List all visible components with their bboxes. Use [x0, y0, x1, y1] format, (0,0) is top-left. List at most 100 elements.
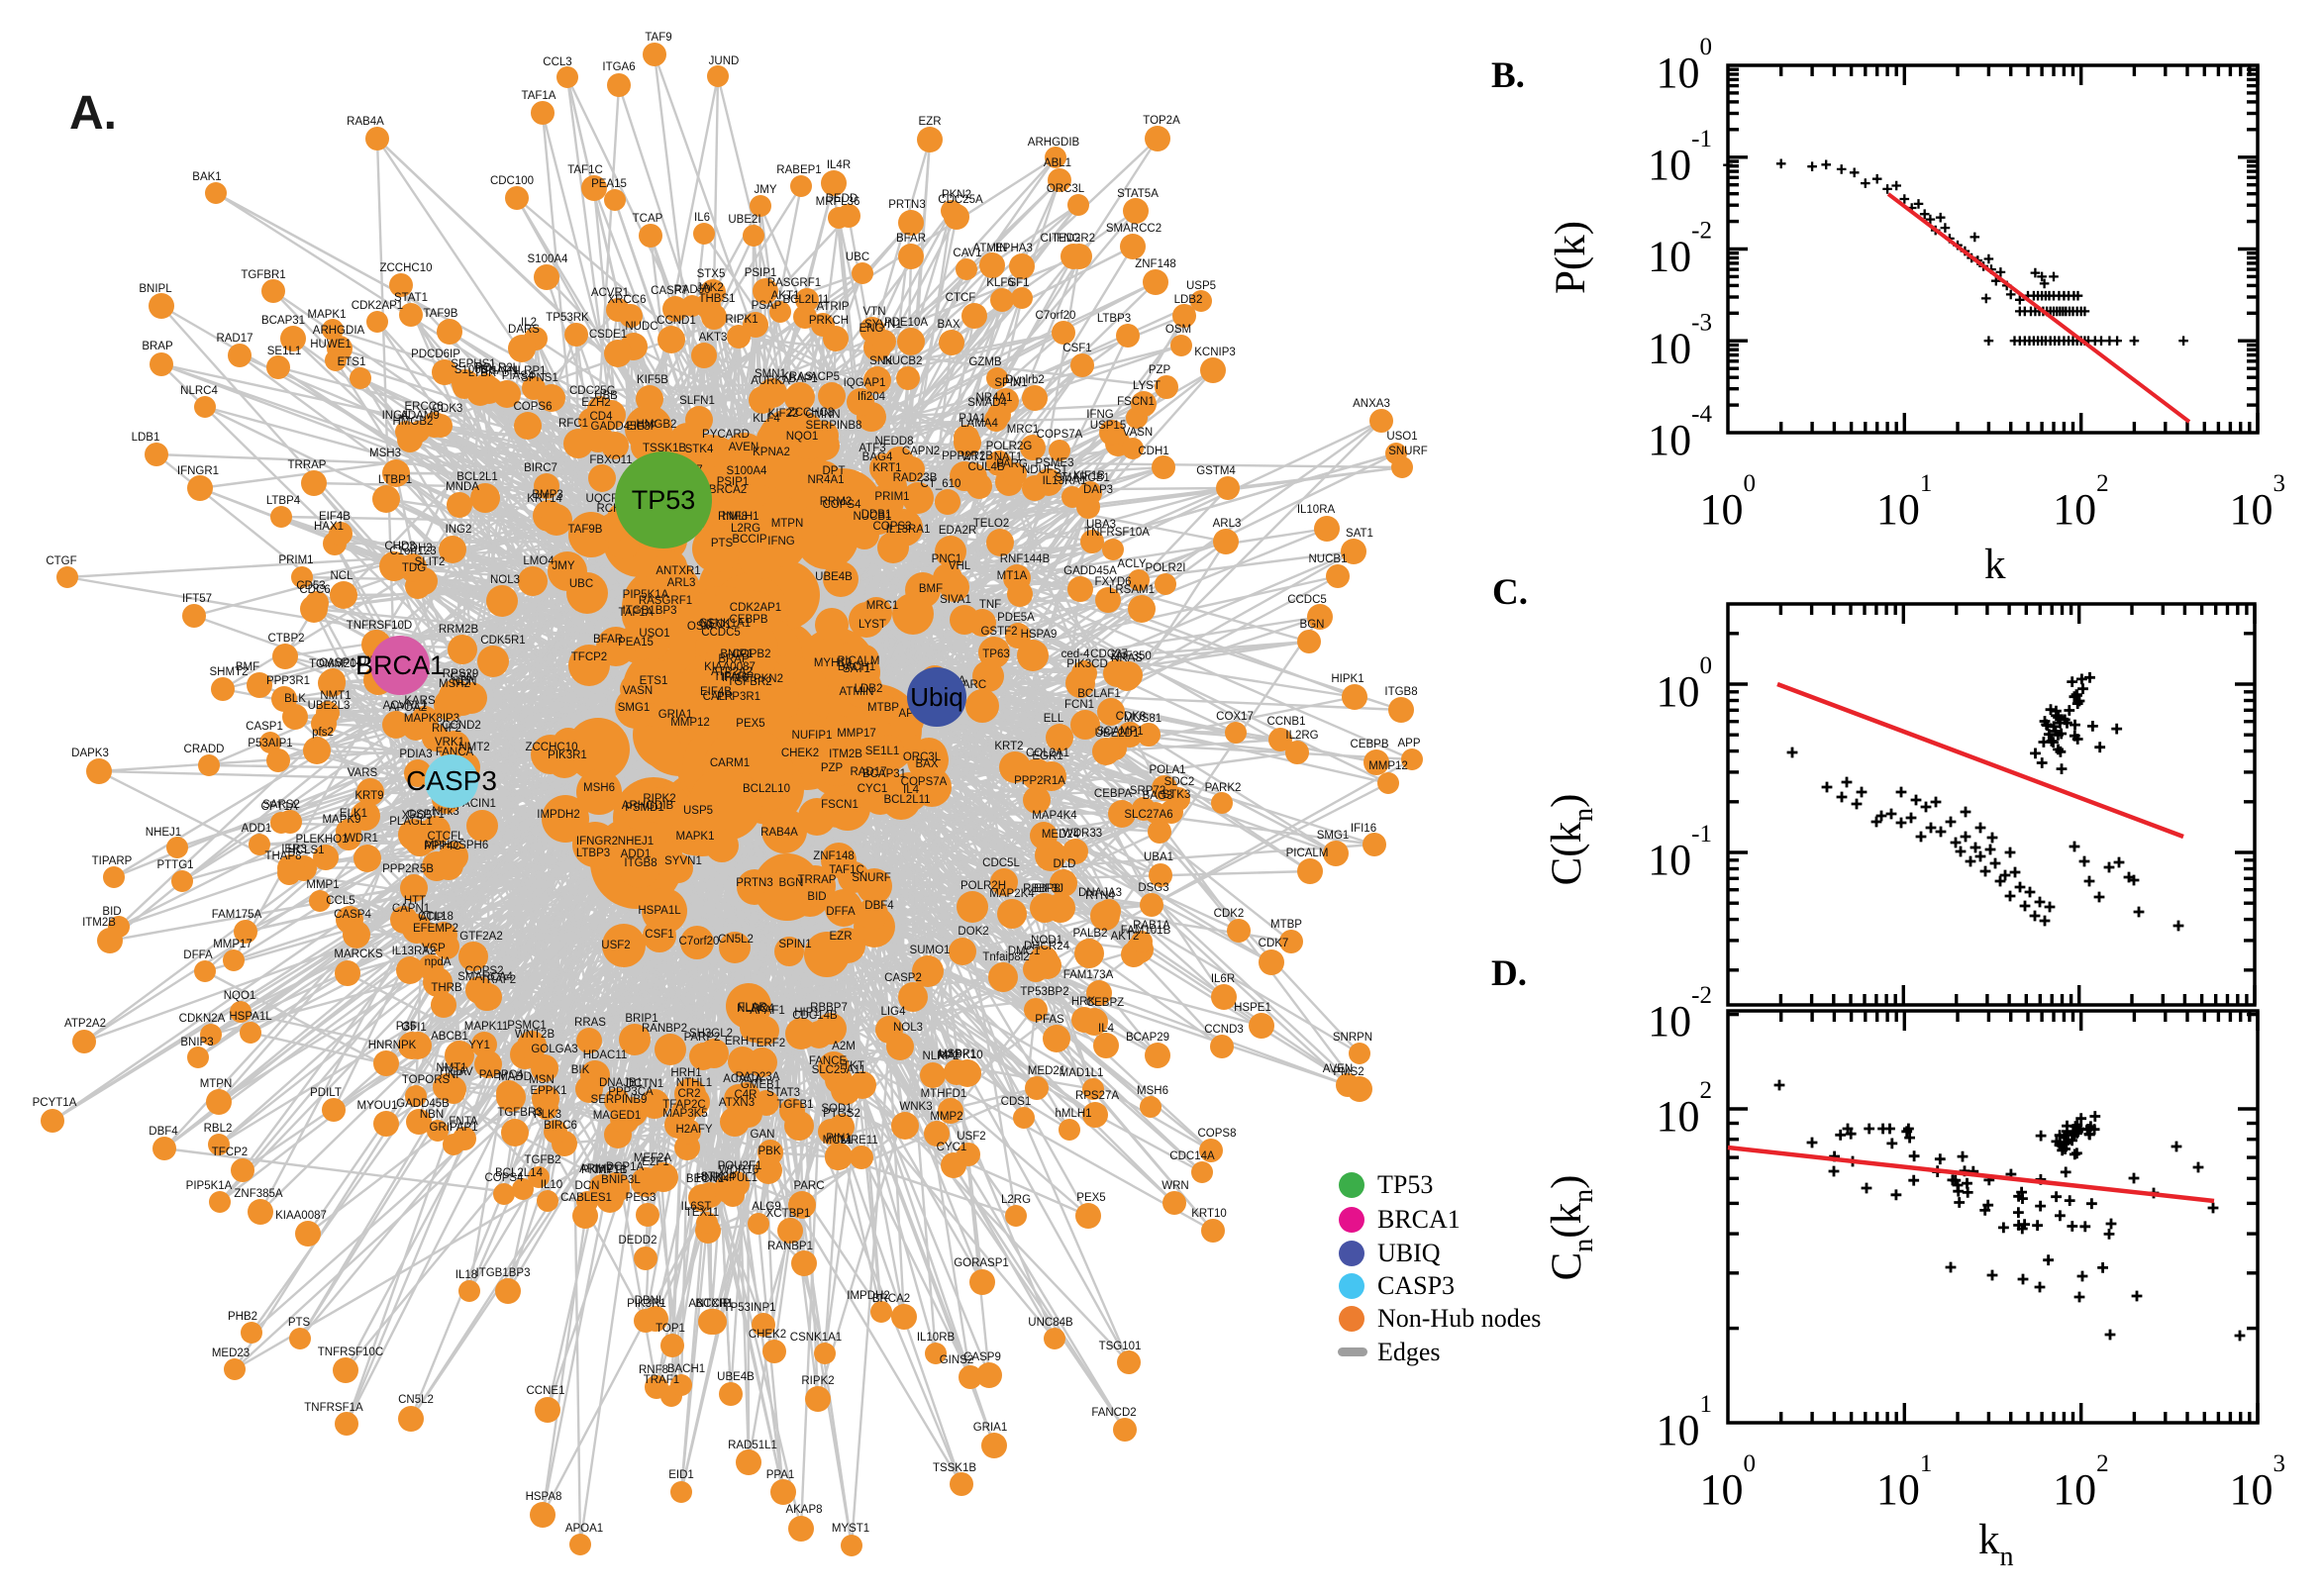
svg-text:TIPARP: TIPARP — [92, 855, 133, 867]
svg-text:DAP3: DAP3 — [1083, 484, 1113, 496]
svg-text:DCTN1: DCTN1 — [626, 1078, 663, 1090]
svg-text:MMP12: MMP12 — [670, 717, 710, 729]
svg-text:RBBP7: RBBP7 — [810, 1002, 848, 1014]
svg-text:BACH1: BACH1 — [667, 1363, 705, 1375]
svg-text:PEG3: PEG3 — [626, 1192, 656, 1204]
svg-text:ARL3: ARL3 — [667, 577, 696, 589]
svg-text:HDAC11: HDAC11 — [583, 1049, 628, 1061]
svg-text:BCL2L10: BCL2L10 — [743, 783, 790, 795]
svg-text:NUFIP1: NUFIP1 — [792, 730, 833, 742]
svg-text:CASP3: CASP3 — [1377, 1271, 1455, 1300]
svg-text:ARHGDIA: ARHGDIA — [313, 325, 365, 337]
svg-text:BIRC7: BIRC7 — [524, 462, 557, 474]
svg-text:HUWE1: HUWE1 — [310, 339, 352, 350]
svg-text:RASGRF1: RASGRF1 — [767, 277, 821, 289]
svg-text:TOP1: TOP1 — [656, 1323, 685, 1335]
svg-text:DFFA: DFFA — [183, 949, 213, 961]
svg-text:CSDE1: CSDE1 — [589, 329, 627, 341]
svg-text:MNDA: MNDA — [446, 481, 479, 493]
svg-text:ADD1: ADD1 — [621, 848, 652, 860]
svg-text:NUCB1: NUCB1 — [1309, 553, 1348, 565]
svg-text:PPP3R1: PPP3R1 — [266, 675, 310, 687]
svg-text:IFNGR2: IFNGR2 — [1054, 233, 1095, 245]
svg-text:ATP2A2: ATP2A2 — [64, 1018, 106, 1030]
svg-text:BRIP1: BRIP1 — [625, 1013, 657, 1025]
svg-text:ZCCHC10: ZCCHC10 — [379, 262, 432, 274]
svg-text:UBE4B: UBE4B — [815, 571, 853, 583]
svg-text:NQO1: NQO1 — [224, 990, 256, 1002]
svg-text:S100A4: S100A4 — [528, 253, 569, 265]
svg-text:DDB1: DDB1 — [861, 509, 892, 521]
svg-text:Ifi204: Ifi204 — [858, 391, 886, 403]
svg-text:EIF4B: EIF4B — [319, 511, 351, 523]
svg-text:EDA2R: EDA2R — [939, 525, 976, 537]
svg-text:IL4R: IL4R — [827, 159, 851, 171]
svg-text:TGFB1: TGFB1 — [776, 1099, 813, 1111]
svg-text:NHEJ1: NHEJ1 — [618, 836, 654, 848]
svg-text:RPS27A: RPS27A — [1075, 1090, 1119, 1102]
svg-text:PTS: PTS — [711, 538, 734, 549]
svg-text:KLF6: KLF6 — [986, 277, 1014, 289]
svg-text:IFI16: IFI16 — [1351, 823, 1376, 835]
svg-text:CDK7: CDK7 — [1259, 938, 1289, 949]
svg-text:Edges: Edges — [1377, 1338, 1441, 1366]
svg-text:CEBPB: CEBPB — [1351, 739, 1389, 750]
svg-text:CASP3: CASP3 — [406, 765, 497, 796]
svg-text:HRH1: HRH1 — [670, 1067, 701, 1079]
svg-text:ANXA3: ANXA3 — [1353, 398, 1390, 410]
svg-text:SERPINB8: SERPINB8 — [806, 420, 862, 432]
svg-text:BFAR: BFAR — [896, 233, 926, 245]
svg-text:IL10RA: IL10RA — [1297, 504, 1336, 516]
svg-text:CTCF: CTCF — [946, 292, 976, 304]
svg-text:CDC100: CDC100 — [490, 175, 534, 187]
svg-text:CDK5R1: CDK5R1 — [480, 635, 525, 647]
svg-text:NQO1: NQO1 — [786, 431, 819, 443]
svg-text:BCCIP: BCCIP — [732, 534, 766, 546]
svg-text:TNFRSF10D: TNFRSF10D — [347, 620, 412, 632]
svg-text:RNF144B: RNF144B — [1000, 553, 1051, 565]
svg-text:USP5: USP5 — [683, 805, 713, 817]
svg-text:NCL: NCL — [330, 570, 354, 582]
svg-text:CEBPA: CEBPA — [1094, 788, 1132, 800]
svg-text:AKAP8: AKAP8 — [785, 1504, 822, 1516]
svg-text:TNFRSF1A: TNFRSF1A — [304, 1402, 363, 1414]
svg-text:PPA1: PPA1 — [766, 1469, 795, 1481]
svg-text:CCNE1: CCNE1 — [527, 1385, 565, 1397]
svg-text:CSF1: CSF1 — [1062, 343, 1091, 354]
svg-text:MMP12: MMP12 — [1368, 760, 1408, 772]
svg-text:BRAP: BRAP — [142, 341, 173, 352]
svg-text:HSPA1L: HSPA1L — [638, 905, 681, 917]
svg-text:RIPK2: RIPK2 — [801, 1375, 834, 1387]
svg-text:CSNK1A1: CSNK1A1 — [790, 1332, 842, 1344]
svg-text:EZR: EZR — [830, 931, 853, 943]
svg-text:RNF8: RNF8 — [639, 1364, 668, 1376]
svg-text:SMG1: SMG1 — [1317, 830, 1350, 842]
svg-text:CHEK2: CHEK2 — [781, 748, 819, 759]
svg-text:UBE2I: UBE2I — [728, 214, 760, 226]
svg-text:BFAR: BFAR — [593, 634, 623, 646]
svg-text:KPNA2: KPNA2 — [753, 447, 790, 458]
svg-text:VRK1: VRK1 — [435, 737, 464, 748]
svg-text:NEDD8: NEDD8 — [875, 436, 914, 448]
svg-text:USF2: USF2 — [601, 940, 630, 951]
svg-text:KRT14: KRT14 — [527, 493, 562, 505]
svg-text:KARS: KARS — [404, 695, 436, 707]
svg-text:C.: C. — [1492, 572, 1528, 613]
svg-text:TSG101: TSG101 — [1099, 1341, 1142, 1352]
svg-text:C7orf20: C7orf20 — [1036, 310, 1076, 322]
svg-text:TNF: TNF — [979, 599, 1001, 611]
svg-text:C1orf123: C1orf123 — [389, 546, 436, 557]
svg-text:SDC2: SDC2 — [1164, 776, 1195, 788]
svg-text:IL10: IL10 — [541, 1179, 562, 1191]
svg-text:CDK2AP1: CDK2AP1 — [352, 300, 403, 312]
svg-text:PIN1: PIN1 — [826, 1133, 852, 1145]
svg-text:IFT57: IFT57 — [182, 593, 212, 605]
svg-text:ZNF148: ZNF148 — [813, 850, 855, 862]
svg-text:WNK3: WNK3 — [899, 1101, 932, 1113]
svg-text:GORASP1: GORASP1 — [954, 1257, 1009, 1269]
svg-text:RAB1A: RAB1A — [1133, 920, 1170, 932]
svg-text:GRIA1: GRIA1 — [973, 1422, 1008, 1434]
svg-text:NBN: NBN — [420, 1109, 444, 1121]
svg-text:npdA: npdA — [425, 956, 452, 968]
svg-text:CHEK2: CHEK2 — [749, 1329, 786, 1341]
